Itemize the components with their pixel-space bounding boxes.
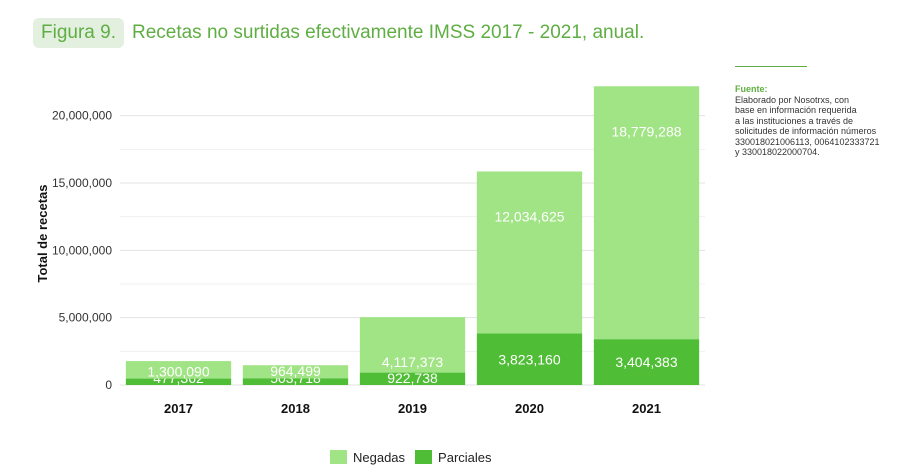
bar-parciales-2017 [125, 378, 232, 385]
bar-negadas-2020 [476, 171, 583, 334]
y-tick-label: 10,000,000 [52, 243, 112, 257]
legend-item-parciales: Parciales [415, 449, 492, 465]
source-note: Fuente: Elaborado por Nosotrxs, con base… [735, 84, 915, 158]
source-divider [735, 66, 807, 67]
bar-parciales-2021 [593, 339, 700, 385]
data-label-negadas-2019: 4,117,373 [382, 354, 443, 370]
x-tick-label: 2019 [398, 401, 427, 416]
data-label-parciales-2020: 3,823,160 [498, 351, 560, 367]
data-label-negadas-2020: 12,034,625 [494, 208, 564, 224]
y-tick-label: 0 [105, 378, 112, 392]
data-label-negadas-2018: 964,499 [270, 363, 321, 379]
figure-header: Figura 9. Recetas no surtidas efectivame… [33, 16, 644, 50]
legend: Negadas Parciales [330, 447, 502, 467]
x-tick-label: 2018 [281, 401, 310, 416]
bar-parciales-2019 [359, 372, 466, 385]
chart-title: Recetas no surtidas efectivamente IMSS 2… [131, 22, 645, 43]
bar-negadas-2018 [242, 365, 349, 379]
data-label-negadas-2021: 18,779,288 [611, 123, 681, 139]
bar-parciales-2020 [476, 333, 583, 385]
bar-parciales-2018 [242, 378, 349, 385]
source-body: Elaborado por Nosotrxs, con base en info… [735, 94, 880, 158]
y-axis-title: Total de recetas [35, 184, 50, 282]
x-tick-label: 2020 [515, 401, 544, 416]
bar-negadas-2017 [125, 361, 232, 379]
legend-swatch-negadas [330, 450, 347, 464]
data-label-parciales-2021: 3,404,383 [615, 354, 677, 370]
legend-label-parciales: Parciales [438, 449, 492, 465]
data-label-negadas-2017: 1,300,090 [147, 364, 209, 380]
y-tick-label: 5,000,000 [59, 311, 113, 325]
source-title: Fuente: [735, 84, 768, 94]
y-tick-label: 15,000,000 [52, 176, 112, 190]
legend-swatch-parciales [415, 450, 433, 464]
legend-item-negadas: Negadas [330, 450, 405, 465]
bar-negadas-2021 [593, 86, 700, 340]
x-tick-label: 2021 [632, 401, 661, 416]
figure-label: Figura 9. [33, 18, 124, 48]
data-label-parciales-2019: 922,738 [387, 370, 438, 386]
x-tick-label: 2017 [164, 401, 193, 416]
bar-negadas-2019 [359, 317, 466, 373]
y-tick-label: 20,000,000 [52, 109, 112, 123]
legend-label-negadas: Negadas [353, 449, 406, 465]
